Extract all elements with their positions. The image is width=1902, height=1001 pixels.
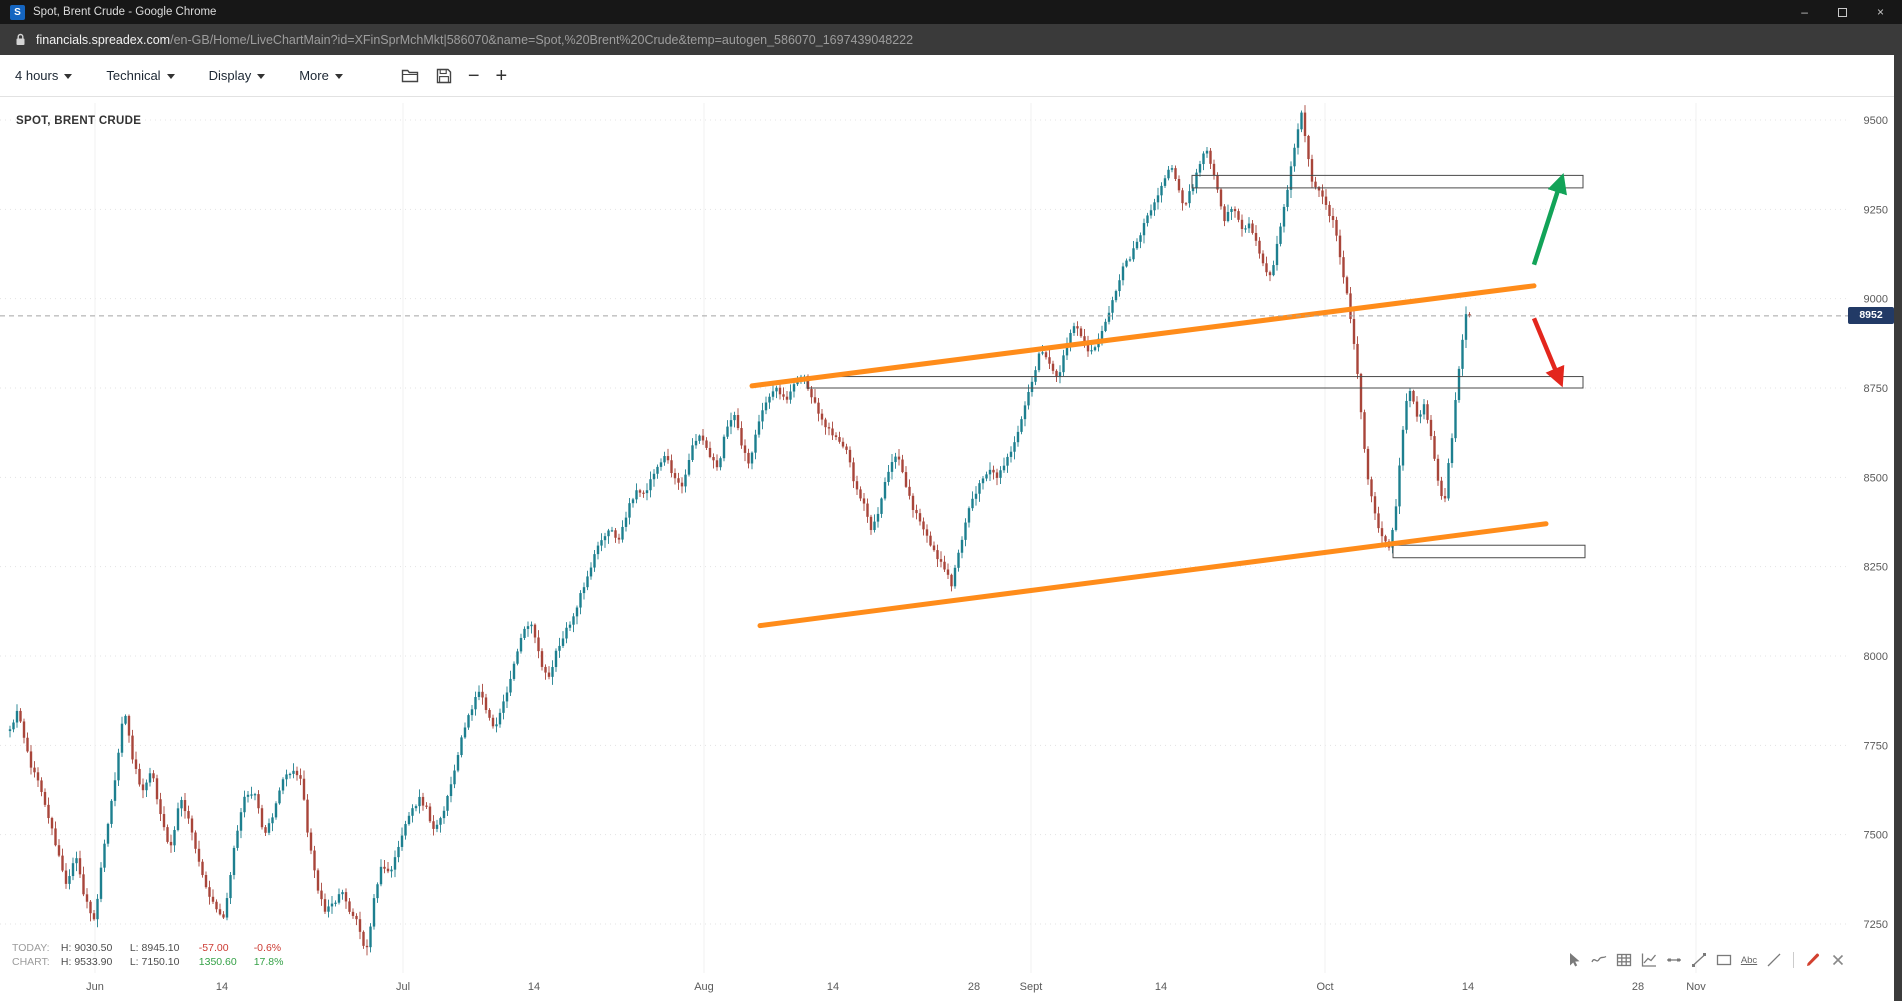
folder-icon	[401, 69, 419, 82]
marker-pen-tool-icon[interactable]	[1803, 950, 1823, 970]
svg-text:14: 14	[1462, 981, 1474, 993]
svg-text:Jun: Jun	[86, 981, 104, 993]
svg-text:7750: 7750	[1864, 740, 1888, 752]
svg-text:9500: 9500	[1864, 115, 1888, 127]
legend-chart-change-pct: 17.8%	[253, 955, 284, 968]
svg-text:14: 14	[827, 981, 839, 993]
url-path: /en-GB/Home/LiveChartMain?id=XFinSprMchM…	[170, 32, 914, 47]
text-tool[interactable]: Abc	[1739, 950, 1759, 970]
site-favicon: S	[10, 4, 25, 20]
technical-dropdown[interactable]: Technical	[106, 68, 175, 83]
maximize-button[interactable]	[1837, 7, 1847, 17]
lock-icon	[16, 33, 25, 45]
zoom-in-button[interactable]: +	[495, 64, 508, 87]
legend-today-change: -57.00	[198, 942, 229, 954]
chart-symbol-label: SPOT, BRENT CRUDE	[16, 115, 142, 127]
grid-tool-icon[interactable]	[1614, 950, 1634, 970]
drawing-toolbar: Abc	[1564, 950, 1848, 970]
svg-text:8500: 8500	[1864, 472, 1888, 484]
rectangle-tool-icon[interactable]	[1714, 950, 1734, 970]
svg-text:14: 14	[1155, 981, 1167, 993]
browser-address-bar[interactable]: financials.spreadex.com/en-GB/Home/LiveC…	[0, 24, 1902, 55]
window-controls: – ×	[1801, 0, 1892, 24]
svg-text:Nov: Nov	[1686, 981, 1706, 993]
legend-today-high: H: 9030.50	[60, 942, 113, 954]
page-url: financials.spreadex.com/en-GB/Home/LiveC…	[36, 33, 913, 47]
legend-chart-label: CHART:	[12, 955, 50, 968]
legend-row-today: TODAY: H: 9030.50 L: 8945.10 -57.00 -0.6…	[12, 942, 306, 956]
svg-text:28: 28	[968, 981, 980, 993]
svg-text:14: 14	[216, 981, 228, 993]
window-titlebar: S Spot, Brent Crude - Google Chrome – ×	[0, 0, 1902, 24]
trendline-tool-icon[interactable]	[1689, 950, 1709, 970]
candlestick-chart[interactable]: 9500 9250 9000 8750 8500 8250 8000 7750 7500 7250…	[0, 97, 1902, 1001]
wave-tool-icon[interactable]	[1589, 950, 1609, 970]
indicators-tool-icon[interactable]	[1639, 950, 1659, 970]
timeframe-label: 4 hours	[15, 68, 59, 83]
svg-text:14: 14	[528, 981, 540, 993]
svg-text:28: 28	[1632, 981, 1644, 993]
zoom-out-button[interactable]: −	[467, 64, 480, 87]
minimize-button[interactable]: –	[1801, 5, 1808, 19]
url-domain: financials.spreadex.com	[36, 32, 171, 47]
chevron-down-icon	[64, 74, 73, 79]
window-title: Spot, Brent Crude - Google Chrome	[33, 6, 217, 18]
page-scrollbar[interactable]	[1894, 55, 1902, 1001]
chart-toolbar: 4 hours Technical Display More − +	[0, 55, 1902, 97]
close-tools-icon[interactable]	[1828, 950, 1848, 970]
svg-text:Sept: Sept	[1020, 981, 1043, 993]
chevron-down-icon	[257, 74, 266, 79]
display-dropdown[interactable]: Display	[209, 68, 266, 83]
technical-label: Technical	[106, 68, 161, 83]
current-price-badge: 8952	[1848, 307, 1894, 325]
svg-text:9250: 9250	[1864, 204, 1888, 216]
toolbar-icon-group: − +	[401, 66, 507, 86]
close-button[interactable]: ×	[1876, 5, 1884, 19]
segment-tool-icon[interactable]	[1764, 950, 1784, 970]
svg-text:8000: 8000	[1864, 651, 1888, 663]
legend-today-low: L: 8945.10	[129, 942, 180, 954]
more-label: More	[299, 68, 329, 83]
legend-today-label: TODAY:	[12, 942, 50, 954]
svg-text:7250: 7250	[1864, 919, 1888, 931]
horizontal-line-tool-icon[interactable]	[1664, 950, 1684, 970]
legend-chart-low: L: 7150.10	[129, 955, 180, 968]
legend-today-change-pct: -0.6%	[253, 942, 282, 954]
svg-text:8250: 8250	[1864, 562, 1888, 574]
save-icon	[436, 68, 452, 83]
pointer-tool-icon[interactable]	[1564, 950, 1584, 970]
display-label: Display	[208, 68, 252, 83]
toolbar-separator	[1793, 952, 1794, 968]
legend-row-chart: CHART: H: 9533.90 L: 7150.10 1350.60 17.…	[12, 956, 306, 970]
svg-text:9000: 9000	[1864, 294, 1888, 306]
open-folder-button[interactable]	[401, 68, 420, 84]
svg-text:Aug: Aug	[694, 981, 714, 993]
svg-text:Jul: Jul	[396, 981, 410, 993]
legend-chart-change: 1350.60	[198, 955, 237, 968]
more-dropdown[interactable]: More	[299, 68, 343, 83]
chevron-down-icon	[166, 74, 175, 79]
timeframe-dropdown[interactable]: 4 hours	[15, 68, 73, 83]
legend-chart-high: H: 9533.90	[60, 955, 113, 968]
svg-text:8750: 8750	[1864, 383, 1888, 395]
chart-legend: TODAY: H: 9030.50 L: 8945.10 -57.00 -0.6…	[12, 942, 306, 969]
svg-text:7500: 7500	[1864, 830, 1888, 842]
save-button[interactable]	[436, 68, 452, 84]
text-tool-label: Abc	[1740, 954, 1758, 966]
svg-text:Oct: Oct	[1316, 981, 1333, 993]
chart-area: 9500 9250 9000 8750 8500 8250 8000 7750 7500 7250…	[0, 97, 1902, 1001]
chevron-down-icon	[334, 74, 343, 79]
